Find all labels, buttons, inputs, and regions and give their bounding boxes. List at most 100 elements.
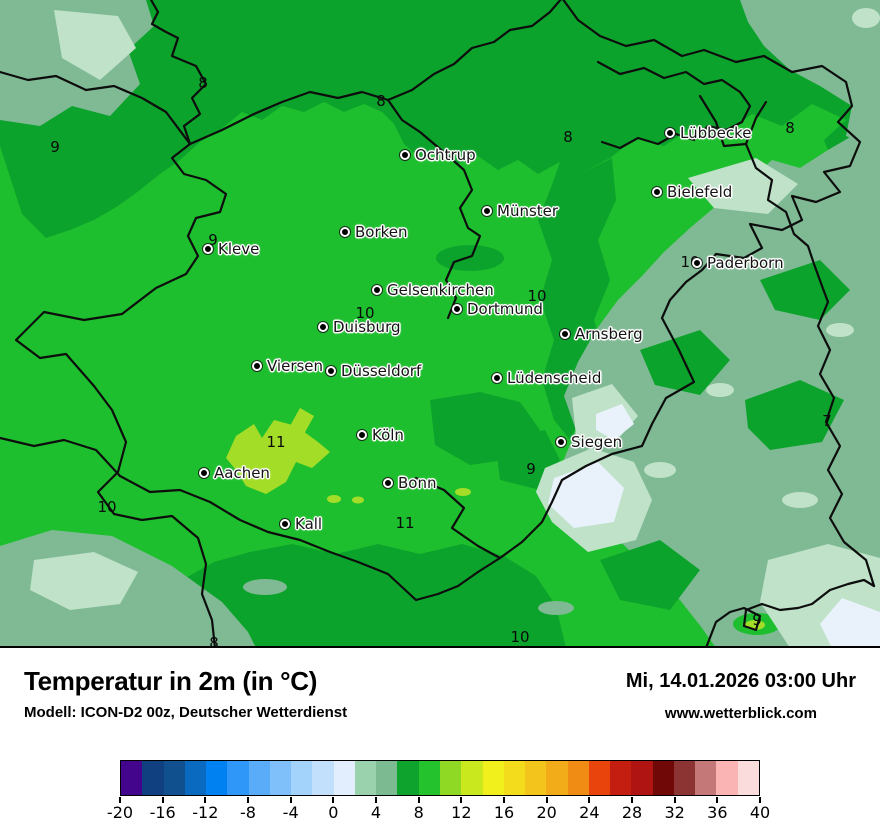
temperature-value-label: 10: [355, 304, 375, 322]
model-info: Modell: ICON-D2 00z, Deutscher Wetterdie…: [24, 704, 348, 721]
colorbar-tick-mark: [673, 797, 676, 803]
region-dark-green-south: [140, 544, 566, 648]
forecast-datetime: Mi, 14.01.2026 03:00 Uhr: [625, 670, 856, 692]
city-dot-icon: [326, 366, 336, 376]
colorbar-segment-34: [695, 761, 717, 795]
city-dot-icon: [560, 329, 570, 339]
city-dot-icon: [280, 519, 290, 529]
city-marker-paderborn: Paderborn: [692, 254, 784, 272]
colorbar-tick-mark: [716, 797, 719, 803]
city-marker-dortmund: Dortmund: [452, 300, 543, 318]
city-dot-icon: [665, 128, 675, 138]
temperature-value-label: 9: [208, 231, 218, 249]
region-warm-spot: [327, 495, 341, 503]
colorbar-segment-32: [673, 761, 696, 795]
border-inner-muensterland: [386, 98, 482, 320]
colorbar-tick-label: 32: [664, 803, 685, 822]
city-label: Lübbecke: [680, 124, 752, 142]
city-label: Düsseldorf: [341, 362, 422, 380]
city-marker-aachen: Aachen: [199, 464, 270, 482]
city-label: Duisburg: [333, 318, 401, 336]
weather-map-svg: [0, 0, 880, 648]
city-label: Borken: [355, 223, 408, 241]
region-warm-spot-aachen: [226, 420, 330, 494]
city-marker-ochtrup: Ochtrup: [400, 146, 476, 164]
colorbar-segment--18: [142, 761, 164, 795]
city-dot-icon: [482, 206, 492, 216]
city-label: Viersen: [267, 357, 324, 375]
colorbar-tick-label: 40: [749, 803, 771, 822]
colorbar-tick-label: 28: [621, 803, 643, 822]
region-warm-spot-arm: [290, 408, 314, 434]
border-eifel: [118, 474, 418, 602]
border-eifel-west: [0, 436, 122, 478]
colorbar-tick-mark: [247, 797, 249, 803]
region-mint-nw: [54, 10, 136, 80]
region-sage-northeast: [740, 0, 880, 150]
city-dot-icon: [340, 227, 350, 237]
region-warm-spot: [455, 488, 471, 496]
colorbar-segment--10: [227, 761, 249, 795]
city-label: Arnsberg: [575, 325, 643, 343]
city-label: Bonn: [398, 474, 437, 492]
colorbar-segment-6: [397, 761, 419, 795]
city-dot-icon: [252, 361, 262, 371]
region-cold-core-corner: [820, 598, 880, 648]
colorbar-tick-mark: [119, 797, 121, 803]
city-label: Aachen: [214, 464, 270, 482]
colorbar-tick-mark: [759, 797, 761, 803]
temperature-value-label: 9: [50, 138, 60, 156]
colorbar-tick-label: 8: [413, 803, 424, 822]
border-west: [14, 0, 228, 648]
region-dark-green-patch: [436, 245, 504, 271]
border-northwest-2: [0, 70, 192, 146]
colorbar-tick-mark: [375, 797, 377, 803]
colorbar-segment--2: [312, 761, 334, 795]
temperature-value-label: 10: [97, 498, 117, 516]
temperature-value-label: 7: [822, 412, 832, 430]
city-label: Kleve: [218, 240, 260, 258]
region-warm-spot: [352, 496, 364, 504]
region-cold-core-sauerland: [548, 462, 624, 528]
colorbar-segment-36: [716, 761, 738, 795]
region-mint-eifel: [30, 552, 138, 610]
colorbar-tick-label: -16: [149, 803, 176, 822]
colorbar-segment--12: [206, 761, 228, 795]
region-dark-island-4: [600, 540, 700, 610]
temperature-value-label: 9: [526, 460, 536, 478]
city-marker-münster: Münster: [482, 202, 558, 220]
colorbar-tick-mark: [204, 797, 207, 803]
city-marker-bonn: Bonn: [383, 474, 436, 492]
temperature-value-label: 8: [376, 92, 386, 110]
border-east-branch: [744, 100, 768, 146]
footer-right-block: Mi, 14.01.2026 03:00 Uhr www.wetterblick…: [626, 670, 856, 722]
temperature-value-label: 9: [752, 611, 762, 629]
colorbar-tick-label: 24: [579, 803, 600, 822]
city-dot-icon: [199, 468, 209, 478]
colorbar-segment--4: [291, 761, 313, 795]
map-footer: Temperatur in 2m (in °C) Modell: ICON-D2…: [0, 648, 880, 830]
colorbar-tick-mark: [289, 797, 292, 803]
region-dark-green-north: [0, 0, 880, 238]
city-dot-icon: [492, 373, 502, 383]
colorbar-tick-mark: [417, 797, 420, 803]
city-dot-icon: [383, 478, 393, 488]
map-frame-bottom: [0, 646, 880, 648]
colorbar-segment-0: [333, 761, 355, 795]
colorbar-segment-20: [546, 761, 568, 795]
city-dot-icon: [400, 150, 410, 160]
border-northwest: [188, 90, 390, 146]
temperature-value-label: 10: [510, 628, 530, 646]
city-marker-köln: Köln: [357, 426, 404, 444]
colorbar-tick-label: 36: [707, 803, 728, 822]
region-dark-island-1: [745, 380, 844, 450]
colorbar-segment-30: [652, 761, 674, 795]
colorbar-segment-2: [354, 761, 377, 795]
region-mint-patch: [852, 8, 880, 28]
colorbar-tick-mark: [588, 797, 591, 803]
website-url: www.wetterblick.com: [664, 705, 817, 722]
city-label: Gelsenkirchen: [387, 281, 494, 299]
colorbar-tick-label: 4: [370, 803, 382, 822]
border-southeast-loop: [704, 578, 876, 648]
